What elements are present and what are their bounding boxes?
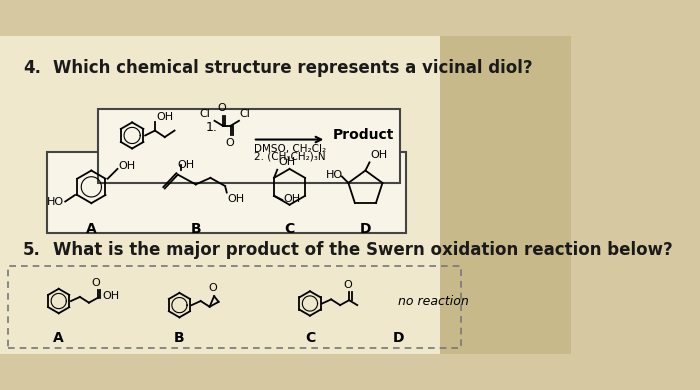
Text: C: C (284, 222, 295, 236)
Bar (8, 266, 461, 347)
Text: OH: OH (370, 150, 387, 160)
Text: O: O (92, 278, 101, 288)
Text: 4.: 4. (23, 59, 41, 77)
Text: OH: OH (102, 291, 119, 301)
Text: OH: OH (228, 194, 245, 204)
Text: no reaction: no reaction (398, 294, 469, 308)
Text: O: O (343, 280, 352, 291)
Text: O: O (218, 103, 226, 113)
Text: Which chemical structure represents a vicinal diol?: Which chemical structure represents a vi… (53, 59, 533, 77)
Text: 2. (CH₃CH₂)₃N: 2. (CH₃CH₂)₃N (255, 152, 326, 162)
Text: O: O (208, 283, 217, 293)
Text: 1.: 1. (206, 121, 218, 135)
Text: HO: HO (326, 170, 342, 180)
Text: Cl: Cl (199, 109, 211, 119)
FancyBboxPatch shape (98, 109, 400, 183)
Text: OH: OH (283, 194, 300, 204)
Text: B: B (190, 222, 201, 236)
Text: OH: OH (118, 161, 135, 172)
Text: OH: OH (278, 157, 295, 167)
FancyBboxPatch shape (440, 36, 571, 354)
Text: D: D (360, 222, 371, 236)
Text: DMSO, CH₂Cl₂: DMSO, CH₂Cl₂ (255, 144, 327, 154)
Text: B: B (174, 331, 185, 345)
Text: A: A (86, 222, 97, 236)
Text: Cl: Cl (239, 109, 250, 119)
Text: C: C (304, 331, 315, 345)
Text: Product: Product (332, 128, 394, 142)
Text: OH: OH (157, 112, 174, 122)
Text: HO: HO (46, 197, 64, 207)
FancyBboxPatch shape (48, 152, 406, 233)
Text: 5.: 5. (23, 241, 41, 259)
FancyBboxPatch shape (0, 36, 440, 354)
Text: O: O (225, 138, 234, 148)
Text: OH: OH (178, 160, 195, 170)
Text: A: A (53, 331, 64, 345)
Text: What is the major product of the Swern oxidation reaction below?: What is the major product of the Swern o… (53, 241, 673, 259)
Text: D: D (392, 331, 404, 345)
